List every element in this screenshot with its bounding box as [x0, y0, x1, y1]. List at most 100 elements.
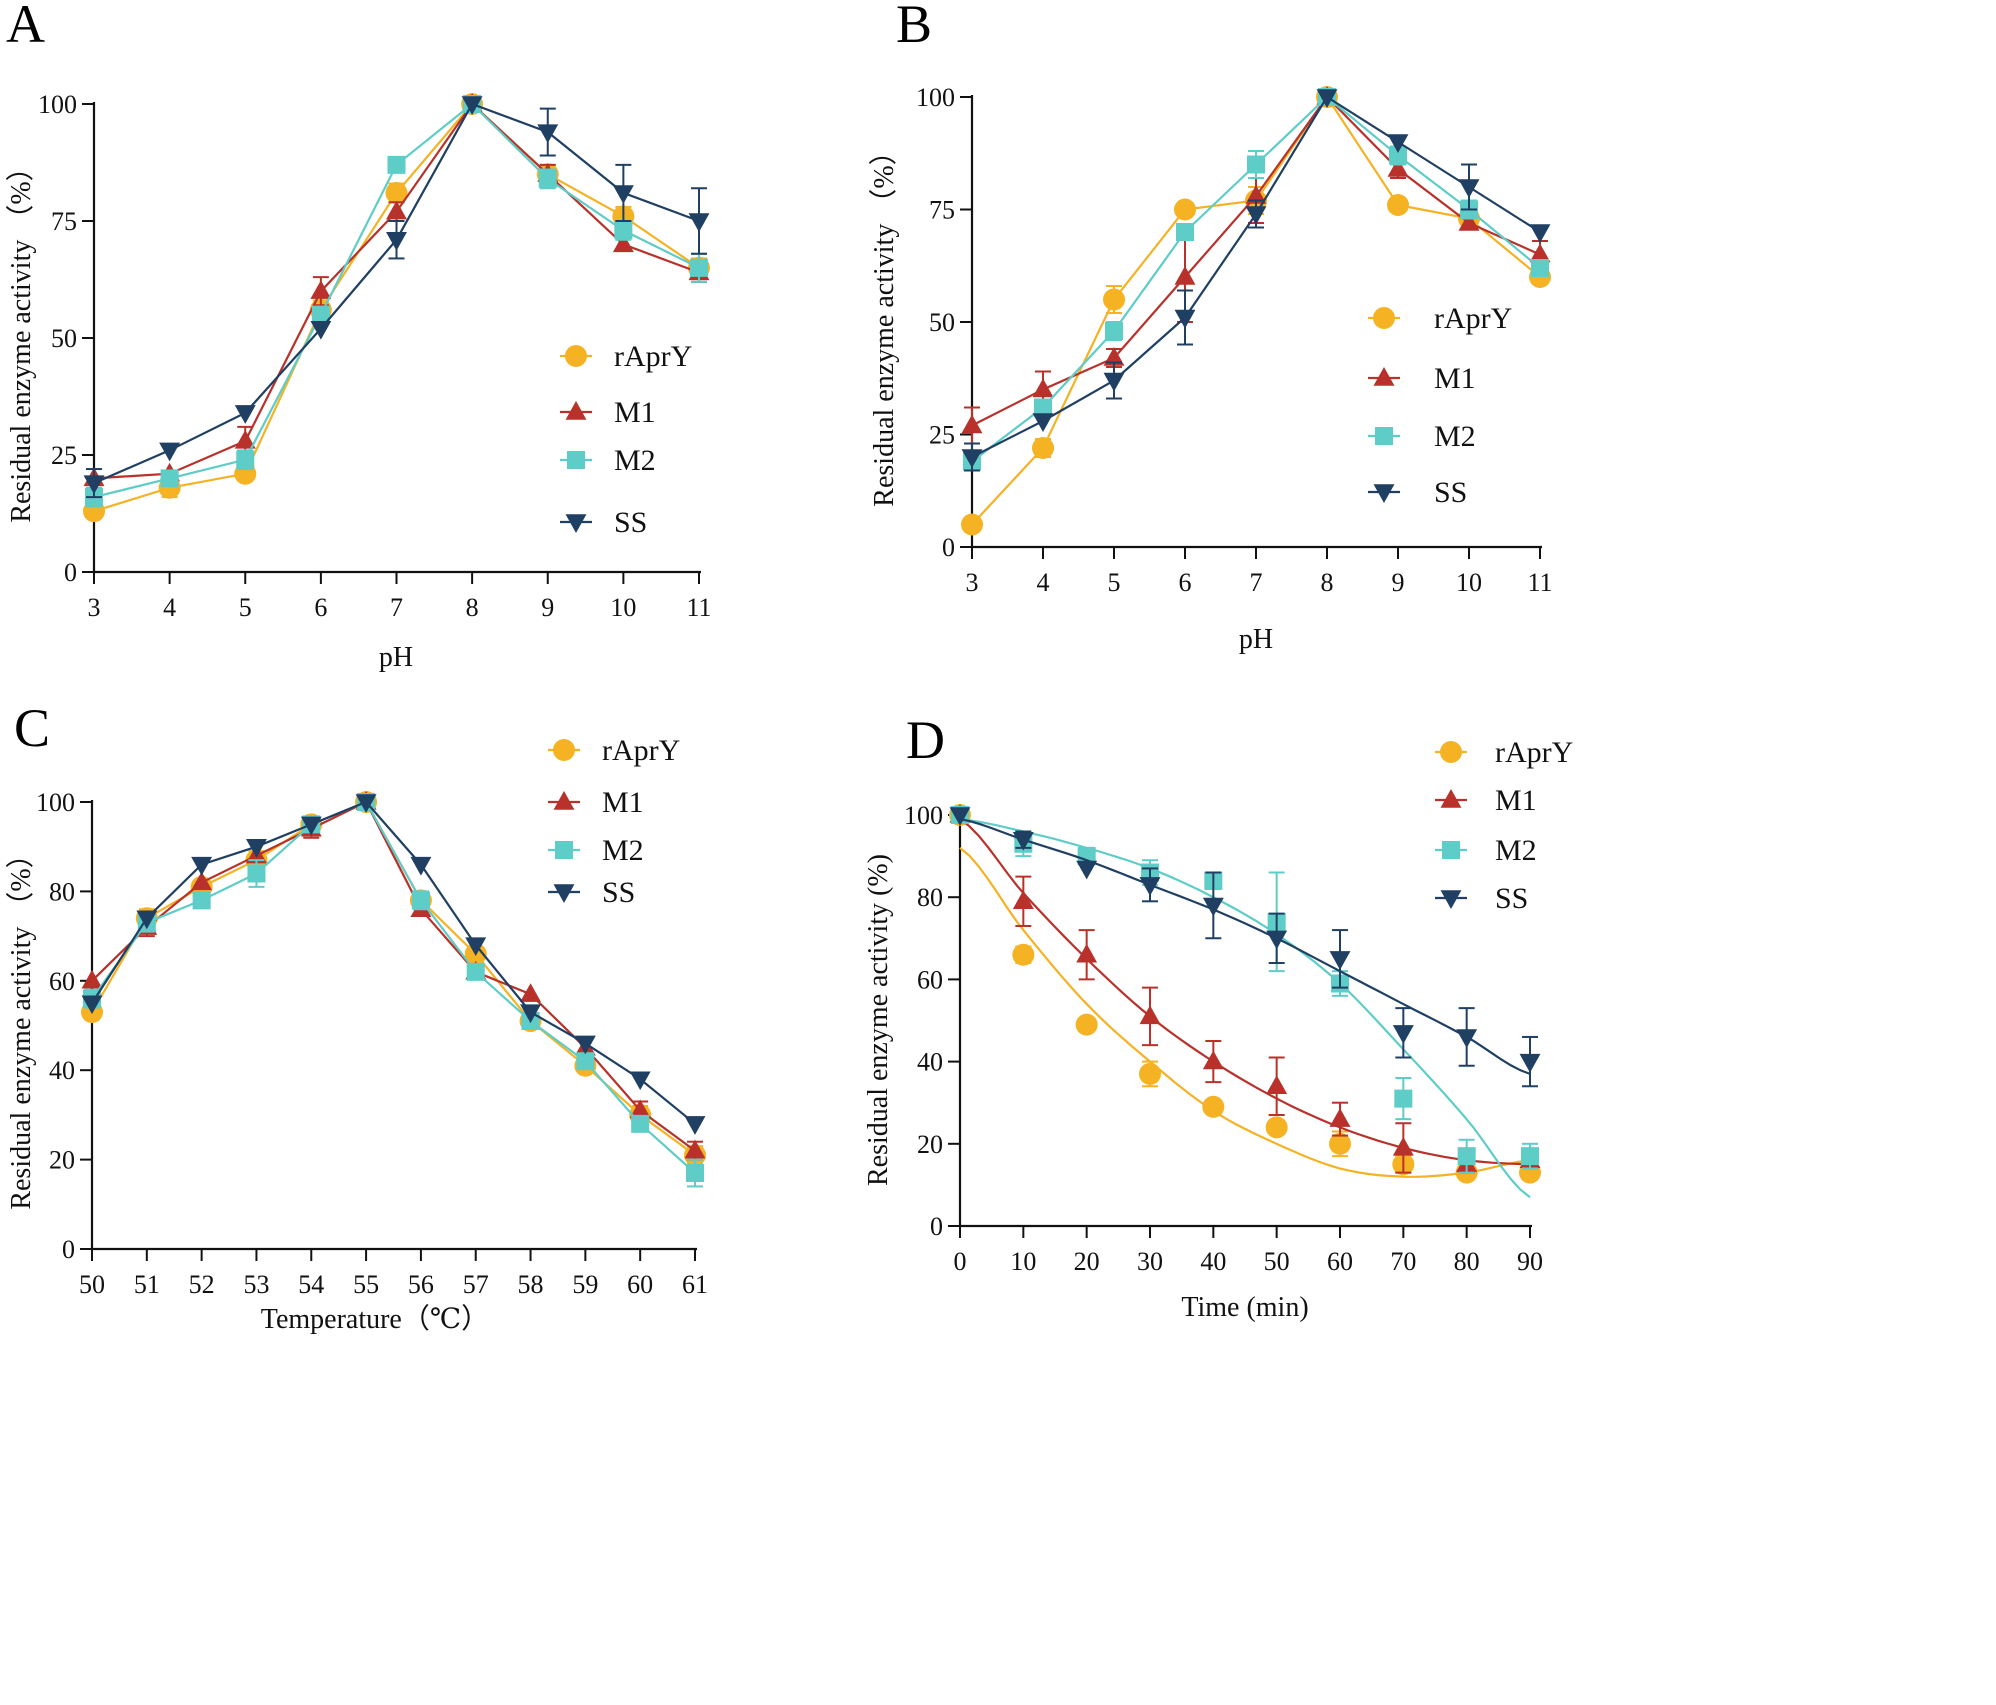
panel-a-m2-point — [538, 169, 557, 188]
panel-b-x-tick-label: 6 — [1179, 568, 1192, 597]
panel-a-legend-rapry: rAprY — [560, 340, 692, 373]
panel-b-x-tick-label: 9 — [1392, 568, 1405, 597]
panel-d-x-tick-label: 90 — [1517, 1247, 1543, 1276]
panel-a-y-tick-label: 75 — [51, 207, 77, 236]
panel-c-m2-point — [685, 1163, 705, 1183]
panel-b-ss-point — [1245, 206, 1267, 225]
panel-b-legend-m2: M2 — [1368, 420, 1476, 453]
panel-d-m1-point — [1012, 890, 1034, 910]
panel-d-ss-point — [1519, 1053, 1541, 1073]
panel-a-legend-ss: SS — [560, 506, 647, 539]
panel-c-m1-point — [191, 871, 213, 891]
panel-d-m2-point — [1457, 1147, 1476, 1166]
panel-c-x-tick-label: 51 — [134, 1270, 160, 1299]
panel-b-y-tick-label: 25 — [929, 421, 955, 450]
panel-c-y-tick-label: 60 — [49, 967, 75, 996]
panel-b-x-tick-label: 7 — [1250, 568, 1263, 597]
panel-b-ss-point — [1387, 134, 1409, 153]
panel-d-legend-m1-swatch-marker — [1440, 789, 1462, 808]
panel-c-ss-point — [629, 1071, 651, 1091]
panel-d-legend-ss-swatch-marker — [1440, 890, 1462, 909]
panel-a-legend-m2-swatch-marker — [566, 450, 586, 470]
panel-c-x-tick-label: 60 — [627, 1270, 653, 1299]
panel-c-y-axis-title: Residual enzyme activity （%） — [5, 840, 37, 1209]
panel-b-legend-rapry-swatch-marker — [1373, 307, 1395, 329]
panel-a-m1-point — [386, 200, 407, 220]
panel-d-x-tick-label: 60 — [1327, 1247, 1353, 1276]
panel-c-x-tick-label: 54 — [298, 1270, 324, 1299]
panel-a-legend-m2-label: M2 — [614, 444, 656, 477]
panel-c-legend-m2: M2 — [548, 834, 644, 867]
panel-c-series-m2 — [82, 792, 705, 1188]
panel-d-series-m1 — [949, 804, 1541, 1174]
panel-d-ss-point — [1456, 1029, 1478, 1048]
panel-d-series-ss — [949, 807, 1541, 1088]
panel-a-y-axis-title: Residual enzyme activity （%） — [5, 153, 37, 522]
panel-d-x-axis-title: Time (min) — [1181, 1292, 1308, 1323]
panel-c-m2-point — [411, 891, 430, 910]
panel-c-m2-point — [631, 1114, 650, 1133]
panel-b-m1-point — [1458, 212, 1480, 231]
panel-d-m2-point — [1520, 1147, 1540, 1166]
panel-c-series-ss — [81, 794, 706, 1135]
panel-d-m1-point — [1139, 1005, 1161, 1025]
panel-b-ss-point — [1032, 413, 1054, 432]
panel-d-ss-fit-curve — [959, 818, 1531, 1075]
panel-c-m1-point — [520, 983, 541, 1002]
panel-c-m2-line — [91, 800, 696, 1174]
panel-c-legend-ss-label: SS — [602, 876, 635, 909]
panel-c-ss-point — [355, 794, 377, 813]
panel-d-rapry-point — [1329, 1132, 1351, 1155]
panel-b-m1-point — [1529, 243, 1551, 263]
panel-a-y-tick-label: 100 — [38, 90, 77, 119]
panel-d-y-tick-label: 0 — [930, 1212, 943, 1241]
panel-a-y-tick-label: 25 — [51, 441, 77, 470]
panel-b-y-tick-label: 50 — [929, 308, 955, 337]
panel-d-legend-ss: SS — [1435, 882, 1528, 915]
panel-d-legend-m1-label: M1 — [1495, 784, 1537, 817]
panel-b-ss-point — [961, 449, 983, 468]
panel-c-y-tick-label: 20 — [49, 1146, 75, 1175]
panel-d-legend-m2: M2 — [1435, 834, 1537, 867]
panel-d-m1-point — [1266, 1075, 1288, 1094]
panel-b-legend-rapry: rAprY — [1368, 302, 1512, 335]
panel-a-m2-point — [689, 258, 709, 277]
panel-c-x-tick-label: 59 — [572, 1270, 598, 1299]
panel-d-ss-point — [1202, 897, 1224, 917]
panel-a-ss-point — [386, 232, 407, 251]
panel-d-m2-fit-curve — [959, 818, 1531, 1199]
panel-b-rapry-point — [1174, 198, 1196, 221]
panel-d-y-tick-label: 60 — [917, 965, 943, 994]
panel-c-m1-point — [81, 969, 103, 989]
panel-c-letter: C — [14, 698, 50, 758]
panel-a-m2-point — [387, 155, 406, 174]
panel-b-m2-point — [1246, 155, 1266, 174]
panel-c-ss-point — [574, 1035, 596, 1055]
panel-a-series-m2 — [84, 94, 709, 508]
panel-b-ss-point — [1174, 309, 1196, 329]
panel-b-y-tick-label: 75 — [929, 196, 955, 225]
panel-c-m2-point — [192, 891, 211, 910]
panel-d: D 0 20 40 60 80 100 0 10 20 30 40 50 60 70 80 90 Time (mi… — [863, 710, 1573, 1323]
panel-c-legend-rapry-label: rAprY — [602, 734, 680, 767]
panel-a-ss-point — [537, 124, 559, 144]
panel-b-series-ss — [961, 89, 1551, 472]
panel-d-ss-point — [1329, 951, 1351, 970]
panel-d-y-tick-label: 20 — [917, 1130, 943, 1159]
panel-b-legend-ss-label: SS — [1434, 476, 1467, 509]
panel-c-ss-point — [81, 995, 103, 1015]
panel-b-legend-ss: SS — [1368, 476, 1467, 509]
panel-d-series-m2 — [950, 805, 1540, 1199]
panel-a-m2-point — [311, 305, 330, 324]
panel-b-letter: B — [896, 0, 932, 54]
panel-d-ss-point — [1266, 930, 1288, 950]
panel-a-m2-point — [614, 221, 633, 240]
panel-a-ss-point — [688, 213, 710, 232]
panel-c-m2-point — [466, 962, 485, 981]
panel-c-y-tick-label: 100 — [36, 788, 75, 817]
panel-c-legend-m2-swatch-marker — [554, 840, 574, 860]
panel-b-x-axis-title: pH — [1239, 624, 1273, 655]
panel-d-legend-rapry: rAprY — [1435, 736, 1573, 769]
panel-a-y-tick-label: 50 — [51, 324, 77, 353]
